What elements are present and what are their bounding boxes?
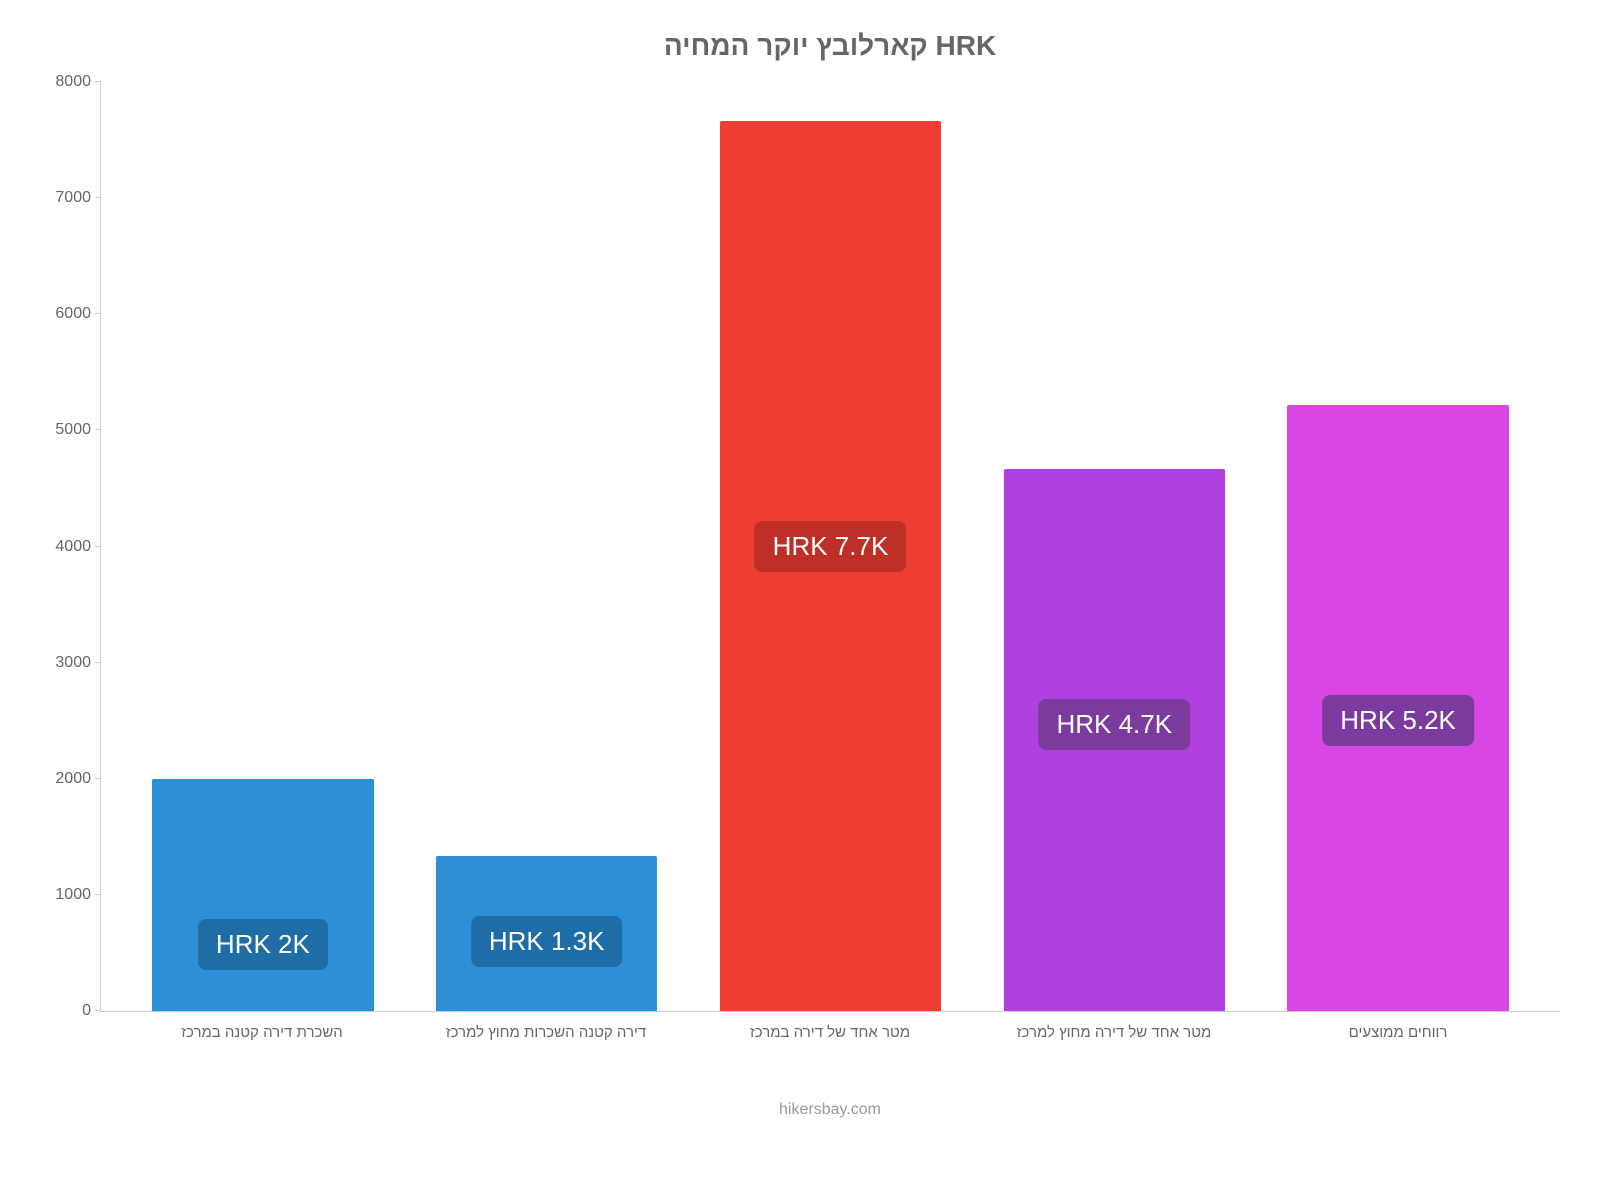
- bar: HRK 1.3K: [436, 856, 657, 1011]
- y-tick-mark: [95, 546, 101, 547]
- y-tick-label: 2000: [31, 770, 91, 788]
- y-tick-mark: [95, 894, 101, 895]
- x-axis: השכרת דירה קטנה במרכזדירה קטנה השכרות מח…: [100, 1024, 1560, 1041]
- y-tick-mark: [95, 81, 101, 82]
- bar: HRK 7.7K: [720, 121, 941, 1011]
- y-tick-label: 8000: [31, 73, 91, 91]
- bar-slot: HRK 5.2K: [1256, 82, 1540, 1011]
- y-tick-label: 0: [31, 1002, 91, 1020]
- chart-title: קארלובץ יוקר המחיה HRK: [100, 30, 1560, 62]
- y-tick-mark: [95, 1010, 101, 1011]
- y-tick-label: 5000: [31, 421, 91, 439]
- y-tick-label: 4000: [31, 538, 91, 556]
- x-category-label: דירה קטנה השכרות מחוץ למרכז: [404, 1024, 688, 1041]
- bar-slot: HRK 2K: [121, 82, 405, 1011]
- bars-wrapper: HRK 2K HRK 1.3K HRK 7.7K HRK 4.7K HRK 5.2K: [101, 82, 1560, 1011]
- footer-credit: hikersbay.com: [100, 1101, 1560, 1119]
- bar: HRK 5.2K: [1287, 405, 1508, 1011]
- y-tick-mark: [95, 429, 101, 430]
- bar-slot: HRK 7.7K: [689, 82, 973, 1011]
- x-category-label: מטר אחד של דירה במרכז: [688, 1024, 972, 1041]
- y-tick-label: 3000: [31, 654, 91, 672]
- bar: HRK 2K: [152, 779, 373, 1011]
- y-tick-mark: [95, 662, 101, 663]
- plot-area: 010002000300040005000600070008000 HRK 2K…: [100, 82, 1560, 1012]
- y-tick-mark: [95, 197, 101, 198]
- bar-value-label: HRK 7.7K: [755, 521, 907, 572]
- x-category-label: מטר אחד של דירה מחוץ למרכז: [972, 1024, 1256, 1041]
- bar-value-label: HRK 4.7K: [1038, 699, 1190, 750]
- y-tick-mark: [95, 313, 101, 314]
- y-tick-label: 7000: [31, 189, 91, 207]
- bar-value-label: HRK 2K: [198, 919, 328, 970]
- x-category-label: רווחים ממוצעים: [1256, 1024, 1540, 1041]
- bar-value-label: HRK 5.2K: [1322, 695, 1474, 746]
- bar: HRK 4.7K: [1004, 469, 1225, 1011]
- y-tick-label: 1000: [31, 886, 91, 904]
- bar-value-label: HRK 1.3K: [471, 916, 623, 967]
- chart-container: קארלובץ יוקר המחיה HRK 01000200030004000…: [0, 0, 1600, 1200]
- bar-slot: HRK 4.7K: [972, 82, 1256, 1011]
- y-axis: 010002000300040005000600070008000: [31, 82, 91, 1011]
- x-category-label: השכרת דירה קטנה במרכז: [120, 1024, 404, 1041]
- y-tick-label: 6000: [31, 305, 91, 323]
- y-tick-mark: [95, 778, 101, 779]
- bar-slot: HRK 1.3K: [405, 82, 689, 1011]
